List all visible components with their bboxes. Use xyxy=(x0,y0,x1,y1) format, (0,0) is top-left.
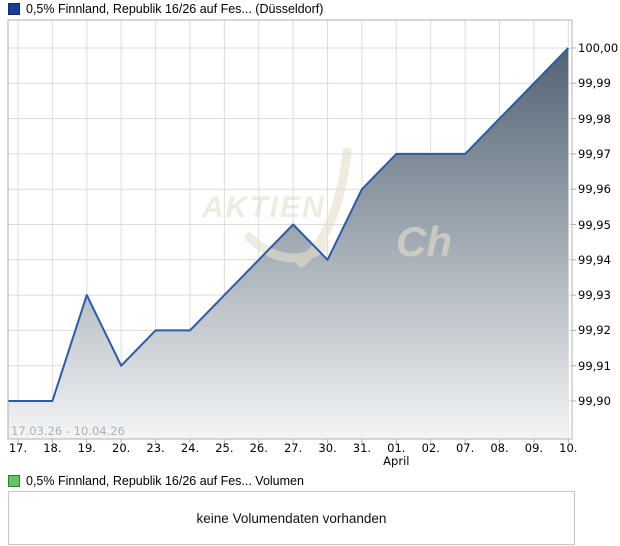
y-axis-tick-label: 100,00 xyxy=(578,41,619,55)
x-axis-tick-label: 31. xyxy=(352,441,372,455)
x-axis-tick-label: 17. xyxy=(8,441,28,455)
y-axis-tick-label: 99,99 xyxy=(578,76,611,91)
y-axis-tick-label: 99,91 xyxy=(578,358,611,373)
watermark-text: AKTIEN xyxy=(201,191,326,224)
x-axis-tick-label: 25. xyxy=(215,441,234,455)
x-axis-tick-label: 18. xyxy=(43,441,62,455)
price-area-fill xyxy=(8,48,569,439)
watermark-check-icon xyxy=(296,147,352,268)
volume-series-label: 0,5% Finnland, Republik 16/26 auf Fes...… xyxy=(26,474,304,488)
date-range-label: 17.03.26 - 10.04.26 xyxy=(11,424,125,438)
y-axis-tick-label: 99,98 xyxy=(578,111,611,126)
x-axis-tick-label: 26. xyxy=(249,441,268,455)
y-axis-tick-label: 99,92 xyxy=(578,323,611,338)
x-axis-tick-label: 19. xyxy=(77,441,96,455)
y-axis-tick-label: 99,93 xyxy=(578,288,611,303)
plot-border xyxy=(7,19,573,440)
x-axis-tick-label: 20. xyxy=(112,441,131,455)
price-series-swatch-icon xyxy=(8,3,20,15)
y-axis-tick-label: 99,95 xyxy=(578,217,611,232)
x-axis-tick-label: 07. xyxy=(455,441,475,455)
y-axis-tick-label: 99,96 xyxy=(578,182,611,197)
x-axis-tick-label: 10. xyxy=(559,441,578,455)
price-legend: 0,5% Finnland, Republik 16/26 auf Fes...… xyxy=(8,1,323,17)
price-chart-plot-area: AKTIEN Ch xyxy=(7,19,576,443)
volume-panel: keine Volumendaten vorhanden xyxy=(8,491,575,545)
x-axis-tick-label: 08. xyxy=(490,441,509,455)
y-axis-tick-label: 99,97 xyxy=(578,146,611,161)
x-axis-month-label: April xyxy=(383,454,410,468)
volume-legend: 0,5% Finnland, Republik 16/26 auf Fes...… xyxy=(8,473,304,489)
x-axis-tick-label: 24. xyxy=(180,441,200,455)
y-axis-tick-label: 99,90 xyxy=(578,394,611,408)
x-axis-tick-label: 02. xyxy=(421,441,440,455)
x-axis-tick-label: 09. xyxy=(524,441,544,455)
x-axis-tick-label: 01. xyxy=(387,441,406,455)
volume-series-swatch-icon xyxy=(8,475,20,487)
y-axis-tick-label: 99,94 xyxy=(578,252,611,267)
no-volume-message: keine Volumendaten vorhanden xyxy=(196,510,387,526)
x-axis-tick-label: 30. xyxy=(318,441,337,455)
x-axis-tick-label: 23. xyxy=(146,441,165,455)
price-line xyxy=(8,47,570,402)
watermark-text: Ch xyxy=(396,218,452,265)
x-axis-tick-label: 27. xyxy=(283,441,303,455)
axis-ticks xyxy=(17,47,576,443)
price-series-label: 0,5% Finnland, Republik 16/26 auf Fes...… xyxy=(26,2,324,16)
